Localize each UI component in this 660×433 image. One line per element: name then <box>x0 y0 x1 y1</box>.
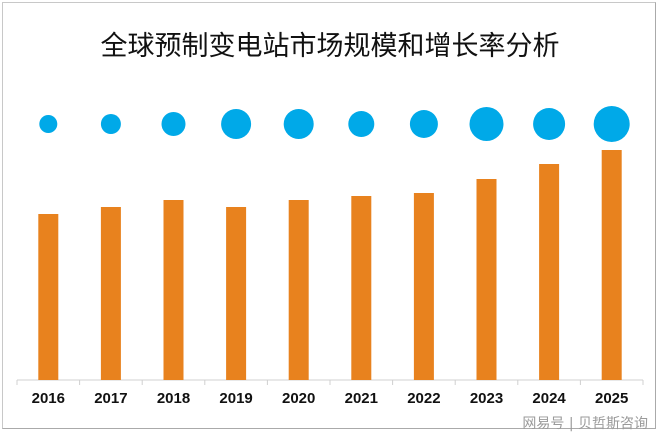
bar-2020 <box>288 200 309 380</box>
x-tick-label: 2025 <box>595 390 628 407</box>
bar-2021 <box>351 196 372 380</box>
bubble-2023 <box>469 107 504 141</box>
bubble-2016 <box>39 115 58 133</box>
chart-frame <box>2 2 656 429</box>
x-tick-label: 2022 <box>407 390 440 407</box>
x-tick-label: 2023 <box>470 390 503 407</box>
bar-2018 <box>163 200 184 380</box>
x-tick-label: 2024 <box>532 390 566 407</box>
x-tick-label: 2016 <box>32 390 65 407</box>
x-tick-label: 2020 <box>282 390 315 407</box>
x-tick-label: 2017 <box>94 390 127 407</box>
x-tick-label: 2021 <box>345 390 378 407</box>
bubble-2017 <box>100 114 121 134</box>
x-tick-label: 2018 <box>157 390 190 407</box>
bubble-2020 <box>283 109 314 139</box>
bubble-2025 <box>593 106 630 142</box>
bar-2025 <box>601 150 622 380</box>
bar-2023 <box>476 179 497 380</box>
watermark: 网易号 | 贝哲斯咨询 <box>522 416 648 432</box>
bar-2017 <box>100 207 121 380</box>
bar-2016 <box>38 214 59 380</box>
bubble-2024 <box>533 108 566 140</box>
bar-2022 <box>413 193 434 380</box>
bubble-2019 <box>221 109 252 139</box>
chart-title: 全球预制变电站市场规模和增长率分析 <box>100 31 560 62</box>
bar-2019 <box>226 207 247 380</box>
bubble-2022 <box>409 110 438 138</box>
x-tick-label: 2019 <box>219 390 252 407</box>
bar-2024 <box>539 164 560 380</box>
bubble-2018 <box>161 112 186 136</box>
bubble-2021 <box>348 111 375 137</box>
